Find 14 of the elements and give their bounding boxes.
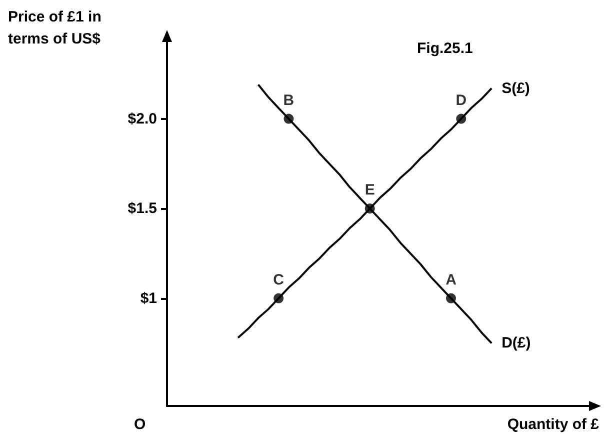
series-label: D(£) — [502, 334, 531, 352]
y-tick-label: $1.5 — [128, 200, 157, 218]
data-label: E — [364, 182, 375, 199]
y-axis-title: Price of £1 in terms of US$ — [8, 8, 106, 48]
y-tick-label: $1 — [140, 290, 157, 307]
series-label: S(£) — [502, 80, 530, 97]
x-axis-title: Quantity of £ — [507, 416, 600, 433]
data-label: C — [273, 271, 284, 288]
data-label: A — [446, 271, 457, 288]
data-label: B — [283, 92, 294, 109]
y-tick-label: $2.0 — [128, 110, 157, 128]
chart-title: Fig.25.1 — [417, 40, 473, 57]
text: O — [134, 416, 146, 433]
data-label: D — [456, 92, 467, 109]
